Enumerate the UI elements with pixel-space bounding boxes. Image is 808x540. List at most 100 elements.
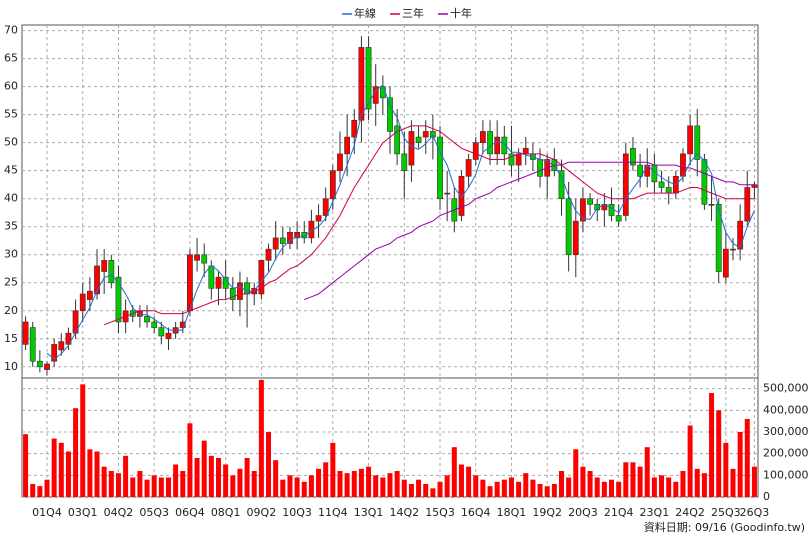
y-tick-label: 40 xyxy=(4,192,18,205)
volume-bar xyxy=(716,410,722,497)
candle-body xyxy=(294,232,301,239)
volume-bar xyxy=(401,479,407,497)
candle-body xyxy=(722,248,729,278)
candle-body xyxy=(258,260,265,295)
volume-bar xyxy=(687,425,693,497)
x-tick-label: 21Q4 xyxy=(604,506,634,519)
candle-body xyxy=(751,184,758,188)
y-tick-label: 30 xyxy=(4,248,18,261)
volume-bar xyxy=(487,486,493,497)
volume-bar xyxy=(223,464,229,497)
volume-bar xyxy=(323,462,329,497)
candle-body xyxy=(201,254,208,264)
ma-line xyxy=(304,161,755,301)
volume-bar xyxy=(408,484,414,497)
volume-bar xyxy=(108,471,114,497)
volume-bar xyxy=(216,458,222,497)
candle-body xyxy=(22,321,29,345)
candle-body xyxy=(79,293,86,312)
volume-bar xyxy=(130,477,136,497)
volume-bar xyxy=(194,458,200,497)
candle-body xyxy=(315,215,322,222)
volume-bar xyxy=(73,408,79,497)
volume-bar xyxy=(430,488,436,497)
volume-bar xyxy=(94,451,100,497)
candle-body xyxy=(337,153,343,171)
candle-body xyxy=(351,119,358,138)
x-tick-label: 03Q1 xyxy=(68,506,98,519)
candle-body xyxy=(422,131,429,138)
x-tick-label: 14Q2 xyxy=(389,506,419,519)
y2-tick-label: 500,000 xyxy=(763,382,808,395)
volume-bar xyxy=(701,473,707,497)
candle-body xyxy=(279,237,286,244)
x-tick-label: 26Q3 xyxy=(740,506,770,519)
candle-body xyxy=(637,164,643,177)
volume-bar xyxy=(423,484,429,497)
volume-bar xyxy=(351,471,357,497)
candle-body xyxy=(730,248,736,251)
volume-bar xyxy=(709,393,715,497)
x-tick-label: 05Q3 xyxy=(139,506,169,519)
candle-body xyxy=(401,153,408,171)
candle-body xyxy=(615,215,622,222)
candle-body xyxy=(101,260,108,272)
candle-body xyxy=(458,175,465,216)
volume-bar xyxy=(516,481,522,497)
candle-body xyxy=(94,265,100,295)
volume-bar xyxy=(151,475,157,497)
volume-bar xyxy=(308,475,314,497)
volume-bar xyxy=(530,479,536,497)
ma-line xyxy=(46,84,755,360)
candle-body xyxy=(322,198,329,216)
x-tick-label: 04Q2 xyxy=(104,506,134,519)
volume-bar xyxy=(144,479,150,497)
volume-bar xyxy=(87,449,93,497)
volume-bar xyxy=(65,451,71,497)
volume-bar xyxy=(501,479,507,497)
volume-bar xyxy=(580,466,586,497)
volume-bar xyxy=(115,473,121,497)
candle-body xyxy=(587,198,593,205)
volume-bar xyxy=(51,438,57,497)
volume-bar xyxy=(287,475,293,497)
volume-bar xyxy=(180,471,186,497)
volume-bar xyxy=(273,460,279,497)
volume-bar xyxy=(173,464,179,497)
candle-body xyxy=(301,232,308,239)
candle-body xyxy=(694,125,701,160)
candle-body xyxy=(572,220,579,256)
candle-body xyxy=(358,47,365,121)
candle-body xyxy=(65,332,72,345)
candle-body xyxy=(472,142,479,160)
volume-bar xyxy=(616,481,622,497)
ma-line xyxy=(104,125,755,326)
candle-body xyxy=(494,136,501,155)
candle-body xyxy=(737,220,744,250)
volume-bar xyxy=(294,477,300,497)
volume-bar xyxy=(637,466,643,497)
volume-bar xyxy=(651,477,657,497)
candle-body xyxy=(329,170,336,199)
candle-body xyxy=(658,181,665,188)
candle-body xyxy=(51,344,58,362)
candle-body xyxy=(408,131,415,166)
candle-body xyxy=(215,276,222,289)
candle-body xyxy=(29,327,36,362)
volume-bar xyxy=(666,477,672,497)
candle-body xyxy=(58,341,65,351)
x-tick-label: 25Q3 xyxy=(711,506,741,519)
candle-body xyxy=(715,204,722,272)
y2-tick-label: 300,000 xyxy=(763,425,808,438)
volume-bar xyxy=(237,468,243,497)
volume-bar xyxy=(23,434,29,497)
candle-body xyxy=(415,136,422,143)
candle-body xyxy=(701,159,708,205)
volume-bar xyxy=(201,440,207,497)
candle-body xyxy=(151,321,158,328)
x-tick-label: 19Q2 xyxy=(532,506,562,519)
y2-tick-label: 100,000 xyxy=(763,468,808,481)
candle-body xyxy=(501,136,508,155)
candle-body xyxy=(387,97,393,132)
candle-body xyxy=(344,136,351,155)
